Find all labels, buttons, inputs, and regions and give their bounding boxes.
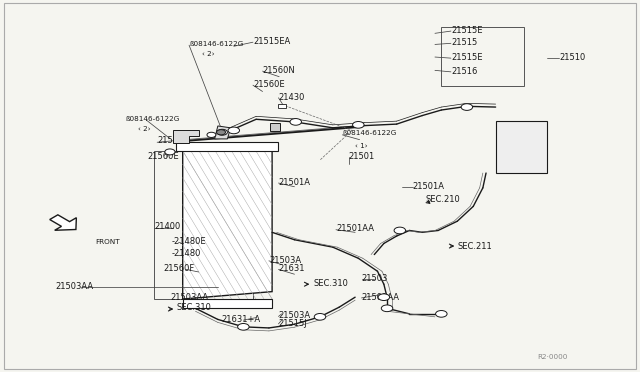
Text: 21510: 21510 [559,52,586,61]
Bar [442,27,524,86]
Text: SEC.310: SEC.310 [176,303,211,312]
Bar [154,151,253,299]
Text: 21516: 21516 [451,67,477,76]
Text: SEC.211: SEC.211 [458,241,492,250]
Text: FRONT: FRONT [95,239,120,245]
Circle shape [353,122,364,128]
Text: R2·0000: R2·0000 [537,354,568,360]
Circle shape [381,305,393,312]
Text: 21501A: 21501A [413,182,445,190]
Text: 21501: 21501 [349,152,375,161]
Polygon shape [214,126,230,139]
Circle shape [165,149,175,155]
Text: SEC.210: SEC.210 [426,195,460,204]
Circle shape [461,104,472,110]
Circle shape [217,129,227,135]
Text: 21631: 21631 [278,264,305,273]
Text: 21515J: 21515J [278,319,307,328]
Text: 21515E: 21515E [451,52,483,61]
Text: 21503: 21503 [362,274,388,283]
Text: ß08146-6122G: ß08146-6122G [189,41,243,47]
Bar [182,299,272,308]
Circle shape [378,294,390,301]
Polygon shape [173,131,198,143]
Text: 21501AA: 21501AA [362,293,399,302]
Circle shape [394,227,406,234]
Text: 21515: 21515 [451,38,477,47]
Text: 21501A: 21501A [278,178,310,187]
Text: 21546N: 21546N [157,136,190,145]
Text: 21560F: 21560F [164,264,195,273]
Circle shape [314,314,326,320]
Text: 21503A: 21503A [269,256,301,264]
Text: 21501AA: 21501AA [336,224,374,234]
Circle shape [237,324,249,330]
Text: ß08146-6122G: ß08146-6122G [125,116,180,122]
Circle shape [436,311,447,317]
Circle shape [228,127,239,134]
Polygon shape [50,215,76,230]
Polygon shape [182,143,272,299]
Text: 21430: 21430 [278,93,305,102]
Bar [278,104,286,108]
Text: 21631+A: 21631+A [221,315,260,324]
Polygon shape [270,123,280,131]
Text: -21480: -21480 [172,249,201,258]
Text: ‹ 2›: ‹ 2› [138,126,150,132]
Text: 21400: 21400 [154,222,180,231]
Bar [176,141,278,151]
Text: 21560E: 21560E [148,152,179,161]
Text: 21515EA: 21515EA [253,37,290,46]
Bar [495,121,547,173]
Text: 21503AA: 21503AA [55,282,93,291]
Text: SEC.310: SEC.310 [314,279,349,288]
Text: ‹ 1›: ‹ 1› [355,143,368,149]
Circle shape [207,132,216,137]
Circle shape [216,130,225,135]
Text: -21480E: -21480E [172,237,207,246]
Text: 21560N: 21560N [262,66,295,75]
Text: 21515E: 21515E [451,26,483,35]
Text: ‹ 2›: ‹ 2› [202,51,214,57]
Circle shape [290,119,301,125]
Text: 21503A: 21503A [278,311,310,320]
Text: 21560E: 21560E [253,80,285,89]
Text: 21503AA: 21503AA [170,294,208,302]
Text: ß08146-6122G: ß08146-6122G [342,130,397,137]
